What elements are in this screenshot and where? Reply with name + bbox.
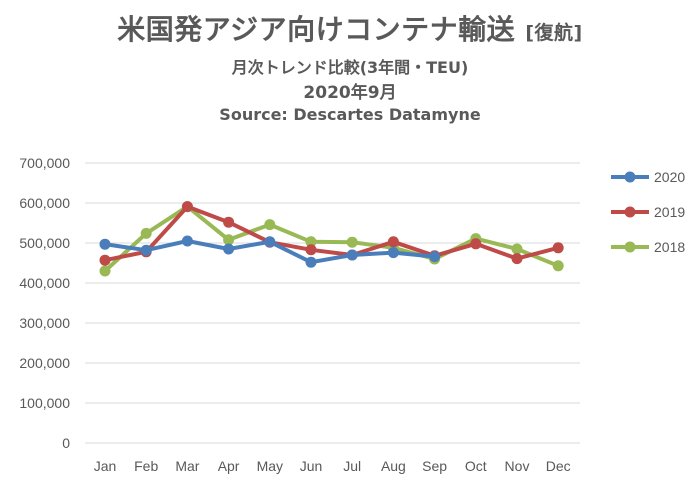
data-point-2018 [140, 227, 152, 239]
x-tick-label: Jul [343, 458, 361, 474]
legend-label-2020: 2020 [654, 169, 685, 185]
series-line-2019 [103, 204, 561, 263]
data-point-2018 [264, 219, 276, 231]
legend-label-2019: 2019 [654, 204, 685, 220]
x-tick-label: Oct [465, 458, 487, 474]
data-point-2020 [140, 244, 152, 256]
data-point-2019 [552, 242, 564, 254]
x-tick-label: Jan [94, 458, 117, 474]
chart-period: 2020年9月 [303, 83, 397, 103]
chart-title: 米国発アジア向けコンテナ輸送 [復航] [0, 8, 700, 48]
y-tick-label: 700,000 [19, 155, 70, 171]
data-point-2019 [181, 201, 193, 213]
x-tick-label: Apr [218, 458, 240, 474]
legend-label-2018: 2018 [654, 239, 685, 255]
y-tick-label: 300,000 [19, 315, 70, 331]
data-point-2019 [305, 244, 317, 256]
x-tick-label: Dec [546, 458, 571, 474]
data-point-2018 [346, 236, 358, 248]
data-point-2020 [223, 243, 235, 255]
data-point-2018 [99, 265, 111, 277]
chart-source: Source: Descartes Datamyne [219, 105, 481, 124]
x-tick-label: Nov [505, 458, 530, 474]
legend-marker-2018 [624, 241, 636, 253]
x-tick-label: Feb [134, 458, 158, 474]
y-tick-label: 100,000 [19, 395, 70, 411]
data-point-2018 [223, 234, 235, 246]
data-point-2018 [511, 243, 523, 255]
y-tick-label: 400,000 [19, 275, 70, 291]
series-line-2018 [103, 204, 561, 273]
y-tick-label: 0 [62, 435, 70, 451]
x-tick-label: Jun [300, 458, 323, 474]
chart-title-main: 米国発アジア向けコンテナ輸送 [117, 13, 516, 46]
data-point-2019 [99, 254, 111, 266]
data-point-2019 [223, 216, 235, 228]
data-point-2020 [181, 235, 193, 247]
x-tick-label: Mar [175, 458, 199, 474]
data-point-2019 [511, 253, 523, 265]
chart-title-suffix: [復航] [525, 22, 583, 44]
data-point-2020 [387, 247, 399, 259]
data-point-2020 [305, 256, 317, 268]
x-tick-label: Sep [422, 458, 447, 474]
legend-marker-2020 [624, 171, 636, 183]
data-point-2020 [264, 236, 276, 248]
data-point-2020 [429, 251, 441, 263]
data-point-2018 [305, 236, 317, 248]
y-tick-label: 500,000 [19, 235, 70, 251]
legend-marker-2019 [624, 206, 636, 218]
chart-subtitle: 月次トレンド比較(3年間・TEU) [231, 58, 469, 77]
data-point-2018 [552, 260, 564, 272]
x-tick-label: May [257, 458, 283, 474]
data-point-2019 [470, 238, 482, 250]
data-point-2020 [99, 238, 111, 250]
data-point-2019 [387, 236, 399, 248]
data-point-2020 [346, 249, 358, 261]
x-tick-label: Aug [381, 458, 406, 474]
y-tick-label: 200,000 [19, 355, 70, 371]
y-tick-label: 600,000 [19, 195, 70, 211]
